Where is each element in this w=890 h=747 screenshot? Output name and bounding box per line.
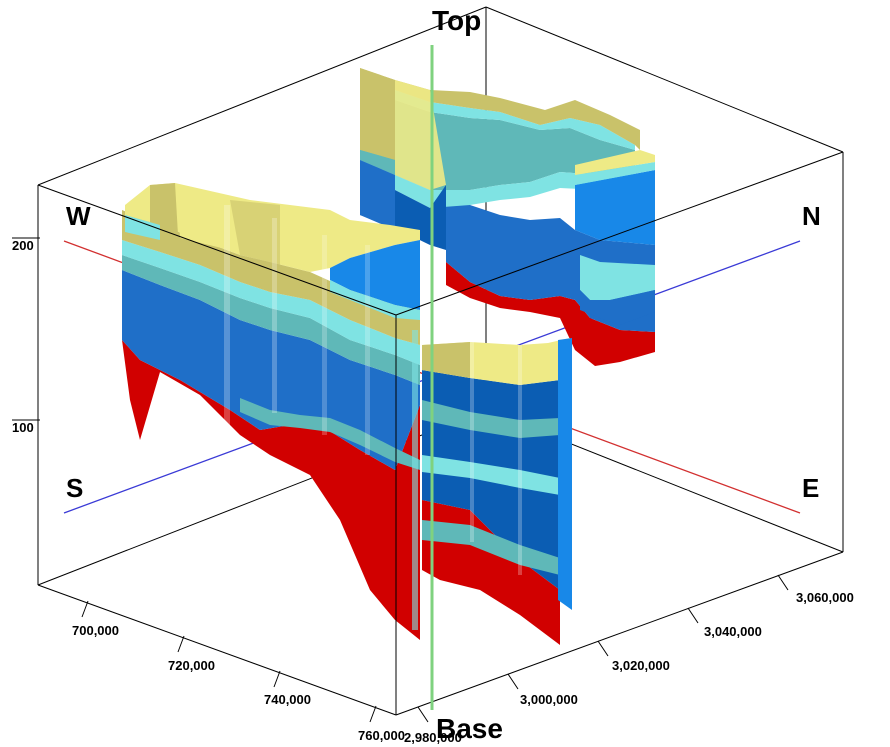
fence-panel-east — [422, 338, 572, 645]
y-tick-label: 3,020,000 — [612, 658, 670, 673]
x-tick-label: 700,000 — [72, 623, 119, 638]
x-tick-label: 760,000 — [358, 728, 405, 743]
north-label: N — [802, 201, 821, 231]
y-tick-label: 3,040,000 — [704, 624, 762, 639]
fence-panel-west — [122, 183, 420, 640]
x-tick-label: 720,000 — [168, 658, 215, 673]
south-label: S — [66, 473, 83, 503]
x-axis: 700,000 720,000 740,000 760,000 — [72, 601, 405, 743]
z-tick-label: 100 — [12, 420, 34, 435]
z-tick-label: 200 — [12, 238, 34, 253]
z-axis: 200 100 — [12, 238, 40, 435]
y-tick-label: 3,000,000 — [520, 692, 578, 707]
east-label: E — [802, 473, 819, 503]
west-label: W — [66, 201, 91, 231]
top-label: Top — [432, 5, 481, 36]
y-tick-label: 3,060,000 — [796, 590, 854, 605]
base-label: Base — [436, 713, 503, 744]
x-tick-label: 740,000 — [264, 692, 311, 707]
